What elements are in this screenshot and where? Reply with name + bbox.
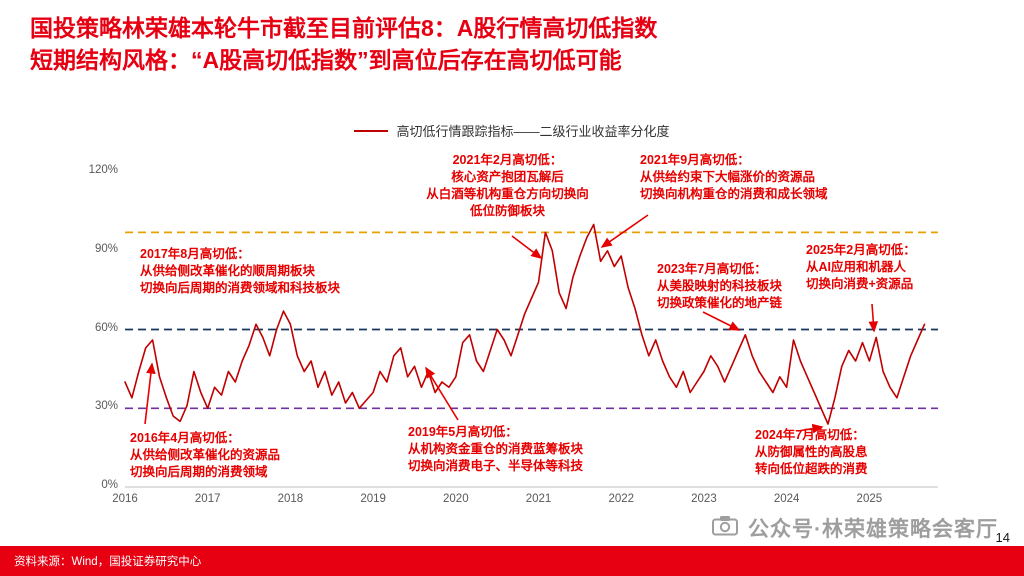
legend-line-swatch [354,129,389,132]
y-axis-tick: 90% [94,242,118,255]
chart-legend: 高切低行情跟踪指标——二级行业收益率分化度 [0,121,1024,140]
annotation-line: 2025年2月高切低： [806,243,916,257]
y-axis-tick: 60% [94,321,118,334]
camera-icon [712,515,738,542]
y-axis: 0% 30% 60% 90% 120% [62,0,118,576]
annotation-2016-04: 2016年4月高切低： 从供给侧改革催化的资源品 切换向后周期的消费领域 [130,430,280,481]
annotation-2019-05: 2019年5月高切低： 从机构资金重仓的消费蓝筹板块 切换向消费电子、半导体等科技 [408,424,583,475]
annotation-arrow-2023-07 [702,311,741,331]
annotation-line: 2017年8月高切低： [140,247,250,261]
source-note: 资料来源：Wind，国投证券研究中心 [14,556,202,568]
y-axis-tick: 120% [88,164,118,176]
slide-title: 国投策略林荣雄本轮牛市截至目前评估8：A股行情高切低指数 短期结构风格：“A股高… [30,12,657,76]
annotation-arrow-2025-02 [868,303,879,333]
annotation-2024-07: 2024年7月高切低： 从防御属性的高股息 转向低位超跌的消费 [755,427,868,478]
annotation-line: 切换向机构重仓的消费和成长领域 [640,187,828,201]
annotation-line: 从供给约束下大幅涨价的资源品 [640,170,816,184]
annotation-line: 转向低位超跌的消费 [755,462,868,476]
x-axis-tick: 2025 [856,493,883,505]
x-axis-tick: 2016 [112,493,138,505]
watermark-text: 公众号·林荣雄策略会客厅 [748,518,998,541]
annotation-line: 从机构资金重仓的消费蓝筹板块 [408,442,584,456]
x-axis-tick: 2018 [277,493,304,505]
annotation-line: 切换政策催化的地产链 [657,296,783,310]
page-number: 14 [995,530,1010,545]
legend-label: 高切低行情跟踪指标——二级行业收益率分化度 [396,124,670,139]
footer-bar: 资料来源：Wind，国投证券研究中心 [0,546,1024,576]
y-axis-tick: 0% [101,479,118,491]
series-line [124,223,926,425]
annotation-arrow-2019-05 [425,366,459,421]
x-axis-tick: 2019 [360,493,386,505]
annotation-line: 从AI应用和机器人 [806,260,907,274]
annotation-line: 从白酒等机构重仓方向切换向 [426,187,589,201]
annotation-line: 2023年7月高切低： [657,262,767,276]
x-axis-tick: 2020 [443,493,469,505]
x-axis: 2016 2017 2018 2019 2020 2021 2022 2023 2024 2025 [0,493,1024,513]
annotation-arrow-2016-04 [144,362,156,425]
slide-title-line1: 国投策略林荣雄本轮牛市截至目前评估8：A股行情高切低指数 [30,15,658,41]
annotation-line: 切换向后周期的消费领域 [130,465,268,479]
x-axis-tick: 2023 [691,493,717,505]
x-axis-tick: 2021 [525,493,552,505]
annotation-arrow-2021-02 [511,235,543,259]
y-axis-tick: 30% [94,400,118,413]
x-axis-tick: 2022 [608,493,635,505]
x-axis-tick: 2017 [194,493,221,505]
annotation-arrow-2024-07 [797,423,824,434]
annotation-2017-08: 2017年8月高切低： 从供给侧改革催化的顺周期板块切换向后周期的消费领域和科技板… [140,246,340,297]
watermark: 公众号·林荣雄策略会客厅 [712,513,998,543]
annotation-line: 2024年7月高切低： [755,428,865,442]
slide-title-line2: 短期结构风格：“A股高切低指数”到高位后存在高切低可能 [30,47,622,73]
annotation-2021-02: 2021年2月高切低： 核心资产抱团瓦解后从白酒等机构重仓方向切换向 低位防御板块 [390,152,625,220]
annotation-line: 低位防御板块 [469,204,545,218]
annotation-line: 从防御属性的高股息 [755,445,868,459]
annotation-line: 2021年9月高切低： [640,153,750,167]
annotation-line: 2016年4月高切低： [130,431,240,445]
annotation-line: 2019年5月高切低： [408,425,518,439]
annotation-line: 核心资产抱团瓦解后 [451,170,564,184]
annotation-line: 从供给侧改革催化的资源品 [130,448,281,462]
annotation-line: 切换向后周期的消费领域和科技板块 [140,281,341,295]
annotation-2025-02: 2025年2月高切低： 从AI应用和机器人 切换向消费+资源品 [806,242,916,293]
x-axis-tick: 2024 [773,493,800,505]
annotation-line: 切换向消费+资源品 [806,277,914,291]
annotation-line: 切换向消费电子、半导体等科技 [408,459,584,473]
annotation-arrow-2021-09 [600,214,649,248]
annotation-line: 2021年2月高切低： [452,153,563,167]
annotation-line: 从供给侧改革催化的顺周期板块 [140,264,316,278]
annotation-line: 从美股映射的科技板块 [657,279,783,293]
annotation-2021-09: 2021年9月高切低： 从供给约束下大幅涨价的资源品 切换向机构重仓的消费和成长领域 [640,152,828,203]
annotation-2023-07: 2023年7月高切低： 从美股映射的科技板块 切换政策催化的地产链 [657,261,782,312]
